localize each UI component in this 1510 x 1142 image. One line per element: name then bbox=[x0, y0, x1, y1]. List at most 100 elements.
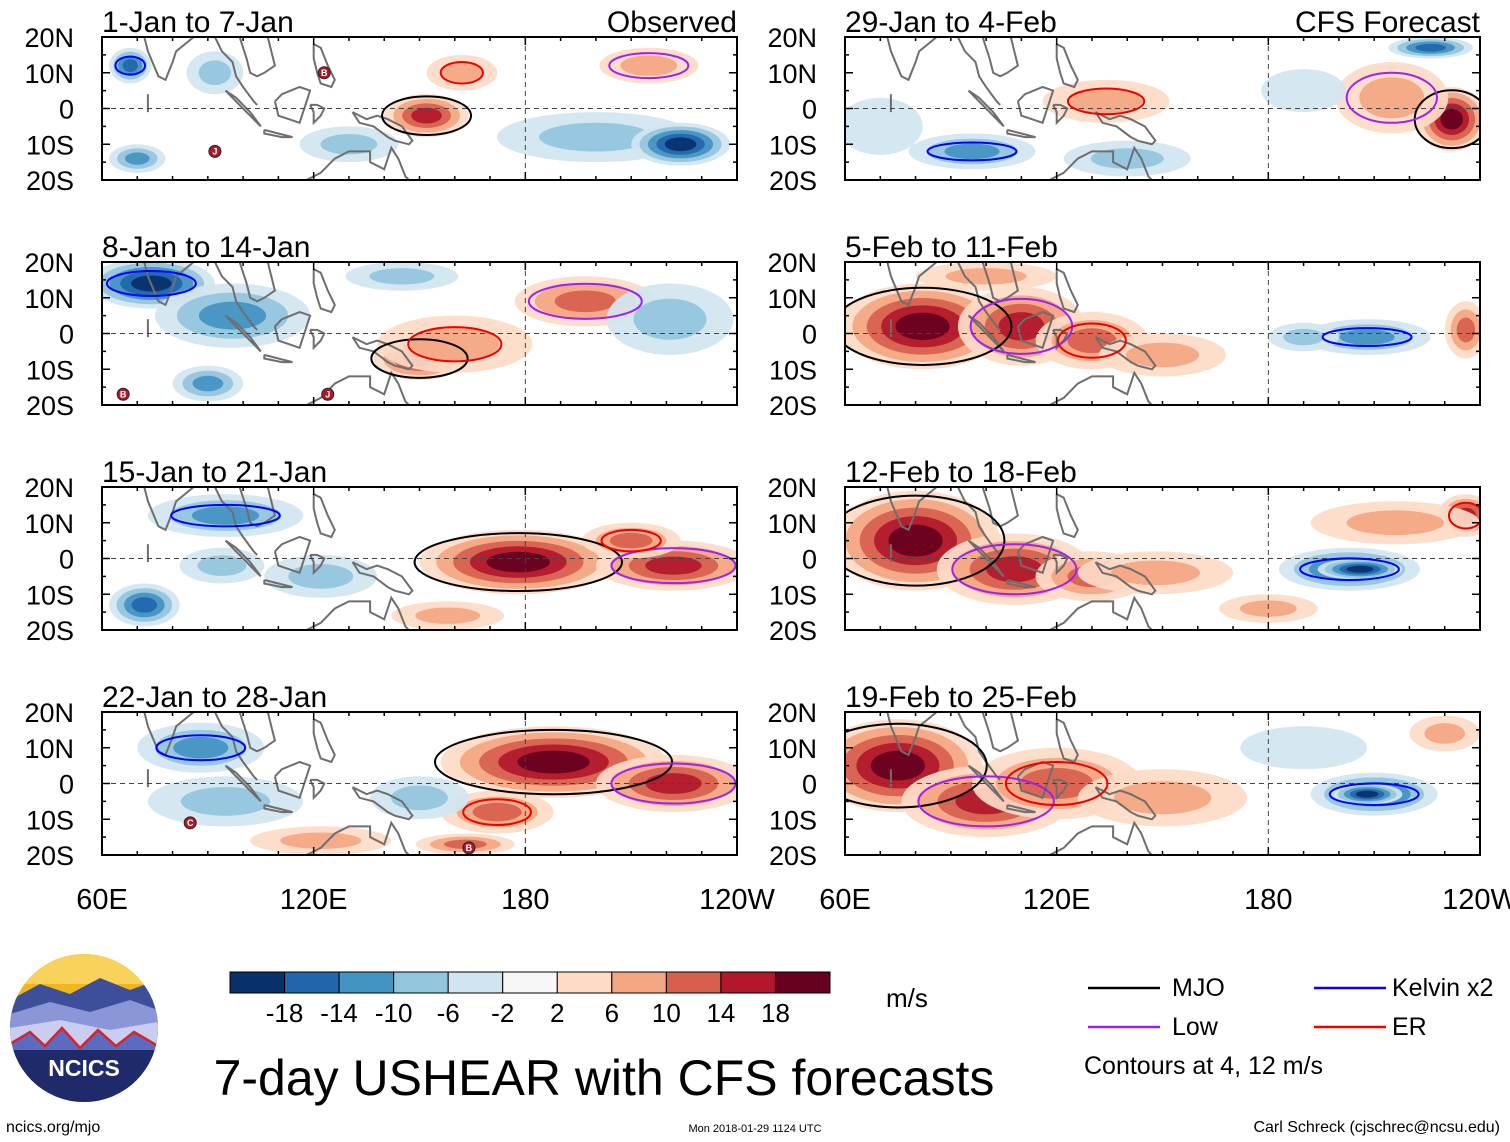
contour-kelvin bbox=[1328, 782, 1420, 806]
contour-kelvin bbox=[1299, 557, 1400, 581]
lon-label: 180 bbox=[501, 884, 549, 916]
coastline bbox=[1055, 493, 1079, 539]
contour-low bbox=[610, 547, 737, 585]
shear-shading bbox=[486, 551, 550, 573]
lat-label: 0 bbox=[802, 545, 817, 575]
coastline bbox=[1094, 111, 1157, 146]
shear-shading bbox=[845, 97, 923, 155]
coastline bbox=[351, 336, 414, 371]
lat-label: 10S bbox=[769, 355, 817, 385]
shear-shading bbox=[1261, 69, 1346, 113]
coastline bbox=[351, 111, 414, 146]
colorbar-swatch bbox=[338, 971, 395, 994]
coastline bbox=[1016, 311, 1055, 350]
shear-shading bbox=[131, 597, 158, 613]
coastline bbox=[312, 493, 336, 539]
lat-label: 20N bbox=[24, 248, 74, 278]
coastline bbox=[1006, 804, 1036, 814]
coastline bbox=[224, 764, 262, 803]
lat-label: 0 bbox=[802, 770, 817, 800]
lat-label: 20N bbox=[767, 473, 817, 503]
contour-er bbox=[439, 61, 485, 85]
cyclone-marker bbox=[208, 144, 222, 158]
lat-label: 10N bbox=[24, 59, 74, 89]
footer-credit: Carl Schreck (cjschrec@ncsu.edu) bbox=[1253, 1119, 1500, 1136]
coastline bbox=[214, 712, 258, 781]
lat-label: 10S bbox=[769, 130, 817, 160]
shear-shading bbox=[1346, 510, 1445, 536]
shear-shading bbox=[620, 55, 678, 76]
lat-label: 10N bbox=[767, 734, 817, 764]
panel-7: 12-Feb to 18-Feb 20N 10N 0 10S 20S bbox=[767, 456, 1481, 646]
contour-er bbox=[462, 798, 532, 826]
colorbar-label: -2 bbox=[491, 998, 514, 1028]
coastline bbox=[957, 487, 1001, 556]
panel-title: 8-Jan to 14-Jan bbox=[102, 231, 310, 264]
shear-shading bbox=[280, 832, 362, 849]
cyclone-label: B bbox=[321, 68, 328, 78]
colorbar: -18 -14 -10 -6 -2 2 6 10 14 18 bbox=[229, 971, 831, 1028]
lat-label: 20S bbox=[769, 841, 817, 871]
shear-shading bbox=[180, 786, 271, 816]
legend-label-mjo: MJO bbox=[1172, 974, 1225, 1002]
column-header: Observed bbox=[607, 6, 737, 39]
panel-2: B J 8-Jan to 14-Jan 20N 10N 0 10S 20S bbox=[24, 231, 738, 421]
lat-label: 20N bbox=[767, 248, 817, 278]
lat-label: 20N bbox=[24, 23, 74, 53]
longitude-axes: 60E 120E 180 120W 60E 120E 180 120W bbox=[76, 884, 1510, 916]
coastline bbox=[351, 786, 414, 821]
panel-title: 19-Feb to 25-Feb bbox=[845, 681, 1077, 714]
colorbar-label: -6 bbox=[437, 998, 460, 1028]
shear-shading bbox=[288, 564, 354, 589]
lon-label: 180 bbox=[1244, 884, 1292, 916]
coastline bbox=[312, 43, 336, 89]
panel-title: 12-Feb to 18-Feb bbox=[845, 456, 1077, 489]
cyclone-marker bbox=[183, 816, 197, 830]
coastline bbox=[238, 37, 277, 78]
contour-kelvin bbox=[114, 55, 147, 76]
coastline bbox=[1055, 268, 1079, 314]
coastline bbox=[957, 37, 1001, 106]
lat-label: 10S bbox=[769, 805, 817, 835]
coastline bbox=[967, 764, 1005, 803]
lat-label: 20S bbox=[26, 166, 74, 196]
colorbar-label: 18 bbox=[761, 998, 790, 1028]
lon-label: 120W bbox=[699, 884, 775, 916]
colorbar-swatch bbox=[611, 971, 667, 994]
coastline bbox=[273, 760, 312, 800]
coastline bbox=[967, 89, 1005, 128]
shear-shading bbox=[554, 290, 616, 313]
contour-er bbox=[1004, 761, 1109, 806]
coastline bbox=[1094, 336, 1157, 371]
colorbar-swatch bbox=[665, 971, 722, 994]
coastline bbox=[263, 353, 293, 364]
panel-4: C B 22-Jan to 28-Jan 20N 10N 0 10S 20S bbox=[24, 681, 738, 871]
coastline bbox=[273, 311, 312, 350]
contour-kelvin bbox=[155, 734, 247, 762]
lat-label: 10S bbox=[769, 580, 817, 610]
coastline bbox=[1052, 553, 1069, 576]
cyclone-marker bbox=[116, 387, 130, 401]
contour-low bbox=[917, 775, 1055, 828]
shear-shading bbox=[539, 122, 653, 152]
shear-shading bbox=[944, 143, 1000, 160]
colorbar-label: 14 bbox=[706, 998, 735, 1028]
shear-shading bbox=[1355, 790, 1379, 798]
shear-shading bbox=[1110, 560, 1201, 586]
shear-shading bbox=[411, 107, 442, 124]
colorbar-swatch bbox=[284, 971, 340, 994]
lat-label: 10N bbox=[767, 284, 817, 314]
panel-title: 15-Jan to 21-Jan bbox=[102, 456, 327, 489]
colorbar-swatch bbox=[774, 971, 831, 994]
lat-label: 10N bbox=[24, 734, 74, 764]
colorbar-swatch bbox=[720, 971, 776, 994]
shear-shading bbox=[1240, 726, 1368, 770]
coastline bbox=[1055, 718, 1079, 764]
logo-text: NCICS bbox=[48, 1055, 120, 1081]
lat-label: 0 bbox=[59, 95, 74, 125]
lat-label: 20S bbox=[26, 616, 74, 646]
coastline bbox=[224, 539, 262, 578]
contour-mjo bbox=[413, 532, 623, 593]
colorbar-swatch bbox=[556, 971, 613, 994]
colorbar-swatch bbox=[502, 971, 558, 994]
